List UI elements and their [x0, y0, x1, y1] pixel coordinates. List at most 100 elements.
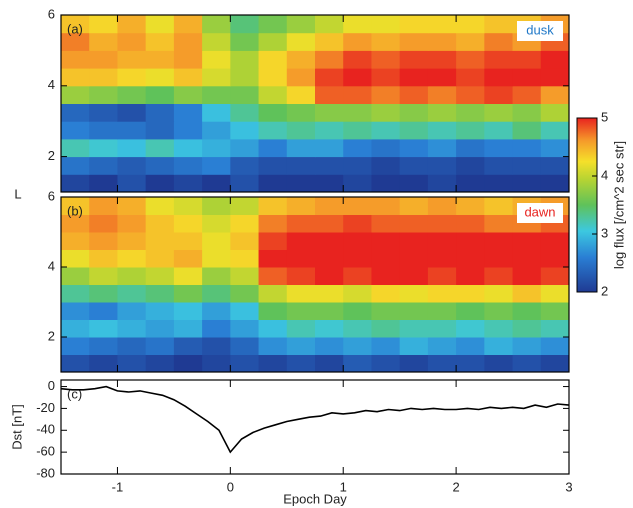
- heat-cell: [399, 337, 429, 355]
- heat-cell: [315, 68, 344, 87]
- heat-cell: [258, 85, 288, 104]
- heat-cell: [173, 103, 203, 122]
- heat-cell: [89, 121, 118, 140]
- heat-cell: [258, 302, 288, 320]
- heat-cell: [117, 138, 147, 158]
- colorbar-label: log flux [/cm^2 sec str]: [611, 141, 626, 269]
- heat-cell: [399, 354, 429, 373]
- heat-cell: [427, 156, 457, 175]
- heat-cell: [371, 68, 401, 87]
- heat-cell: [343, 50, 372, 69]
- heat-cell: [173, 32, 203, 51]
- y-tick-label: -20: [36, 400, 55, 415]
- heat-cell: [145, 214, 175, 233]
- heat-cell: [89, 302, 118, 320]
- panel-label: (b): [67, 203, 83, 218]
- heat-cell: [258, 232, 288, 250]
- heat-cell: [173, 138, 203, 158]
- heat-cell: [484, 156, 514, 175]
- heat-cell: [540, 68, 570, 87]
- heat-cell: [173, 121, 203, 140]
- heat-cell: [371, 284, 401, 303]
- heat-cell: [202, 121, 231, 140]
- heat-cell: [399, 156, 429, 175]
- heat-cell: [484, 15, 514, 34]
- heat-cell: [427, 32, 457, 51]
- heat-cell: [315, 50, 344, 69]
- heat-cell: [89, 15, 118, 34]
- heat-cell: [258, 15, 288, 34]
- heat-cell: [343, 85, 372, 104]
- dst-line: [60, 385, 570, 454]
- heat-cell: [540, 284, 570, 303]
- heat-cell: [399, 197, 429, 215]
- heat-cell: [343, 15, 372, 34]
- heat-cell: [315, 284, 344, 303]
- heat-cell: [427, 319, 457, 338]
- colorbar-tick-label: 4: [601, 167, 608, 182]
- heat-cell: [315, 32, 344, 51]
- heat-cell: [258, 121, 288, 140]
- heat-cell: [371, 337, 401, 355]
- heat-cell: [484, 121, 514, 140]
- heat-cell: [399, 319, 429, 338]
- heat-cell: [61, 232, 90, 250]
- heat-cell: [315, 197, 344, 215]
- heat-cell: [145, 302, 175, 320]
- heat-cell: [202, 284, 231, 303]
- heat-cell: [173, 174, 203, 193]
- heat-cell: [286, 249, 316, 268]
- heat-cell: [258, 214, 288, 233]
- heat-cell: [286, 32, 316, 51]
- heat-cell: [230, 284, 260, 303]
- heat-cell: [286, 319, 316, 338]
- heat-cell: [89, 32, 118, 51]
- heat-cell: [286, 302, 316, 320]
- heat-cell: [315, 121, 344, 140]
- heat-cell: [456, 302, 485, 320]
- heat-cell: [117, 32, 147, 51]
- heat-cell: [484, 174, 514, 193]
- heat-cell: [230, 267, 260, 285]
- heat-cell: [371, 197, 401, 215]
- heat-cell: [61, 249, 90, 268]
- heat-cell: [399, 302, 429, 320]
- heat-cell: [89, 68, 118, 87]
- heat-cell: [230, 138, 260, 158]
- heat-cell: [173, 267, 203, 285]
- heat-cell: [512, 267, 542, 285]
- heat-cell: [315, 249, 344, 268]
- y-tick-label: 6: [48, 6, 55, 21]
- heat-cell: [427, 174, 457, 193]
- heat-cell: [512, 138, 542, 158]
- heat-cell: [230, 15, 260, 34]
- heat-cell: [540, 319, 570, 338]
- heat-cell: [456, 284, 485, 303]
- heat-cell: [117, 121, 147, 140]
- heat-cell: [484, 214, 514, 233]
- heat-cell: [89, 267, 118, 285]
- heat-cell: [512, 103, 542, 122]
- heat-cell: [399, 50, 429, 69]
- heat-cell: [258, 354, 288, 373]
- heat-cell: [145, 103, 175, 122]
- heat-cell: [371, 32, 401, 51]
- heat-cell: [540, 302, 570, 320]
- heat-cell: [456, 249, 485, 268]
- heat-cell: [512, 249, 542, 268]
- heat-cell: [540, 354, 570, 373]
- heat-cell: [343, 68, 372, 87]
- heat-cell: [427, 337, 457, 355]
- heat-cell: [315, 267, 344, 285]
- y-axis-label: L: [14, 186, 21, 201]
- heat-cell: [173, 85, 203, 104]
- heat-cell: [286, 50, 316, 69]
- heat-cell: [540, 85, 570, 104]
- heat-cell: [202, 50, 231, 69]
- heat-cell: [145, 138, 175, 158]
- heat-cell: [258, 174, 288, 193]
- heat-cell: [230, 103, 260, 122]
- region-label-bg: [517, 21, 563, 41]
- heat-cell: [202, 138, 231, 158]
- heat-cell: [512, 337, 542, 355]
